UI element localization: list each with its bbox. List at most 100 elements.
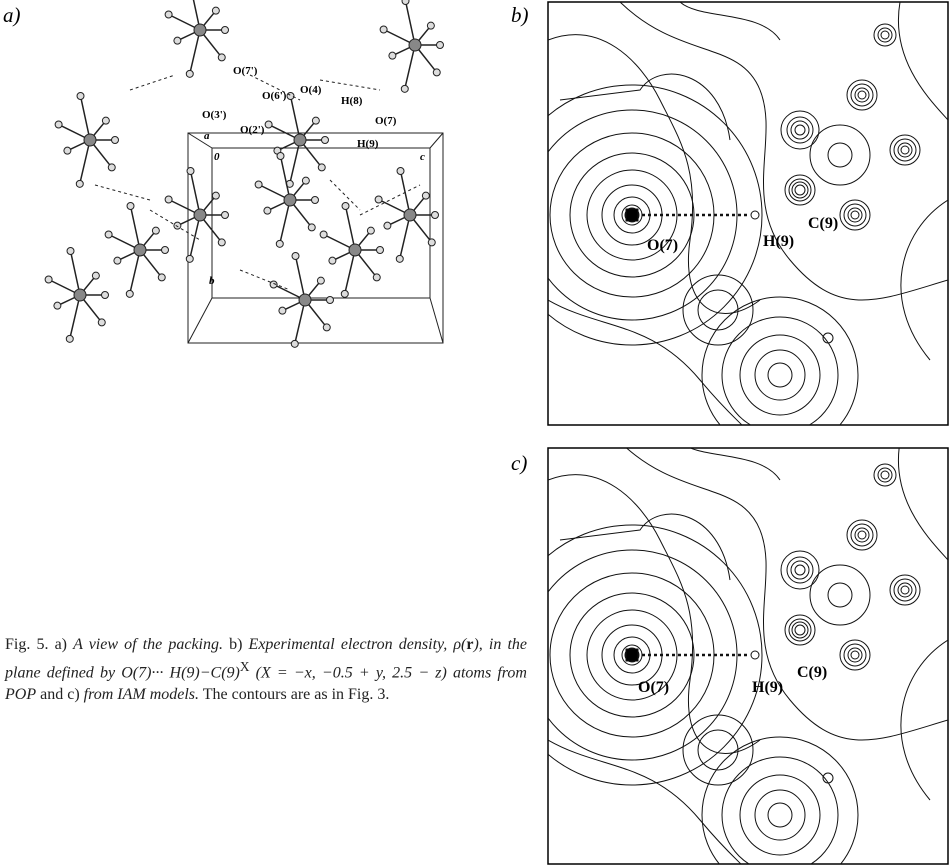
contour <box>792 622 808 638</box>
contour <box>722 757 838 865</box>
caption-part: Experimental electron density, ρ( <box>249 636 467 653</box>
contour <box>901 586 909 594</box>
atom <box>277 153 284 160</box>
contour <box>740 335 820 415</box>
bond <box>81 96 90 140</box>
contour <box>680 2 780 40</box>
atom <box>55 121 62 128</box>
panel-c-frame <box>548 448 948 864</box>
contour <box>755 790 805 840</box>
atom <box>341 290 348 297</box>
figure-art: a)b)c)O(7')O(6')O(4)H(8)O(3')O(2')O(7)H(… <box>0 0 949 865</box>
contours-b <box>502 2 948 453</box>
contour <box>768 803 792 827</box>
bond <box>296 256 305 300</box>
atom <box>218 54 225 61</box>
bond <box>191 171 200 215</box>
atom-label: O(3') <box>202 109 227 121</box>
bond <box>71 251 80 295</box>
packing-view <box>45 0 443 347</box>
metal <box>194 24 206 36</box>
axis-label: b <box>209 275 215 287</box>
atom <box>402 0 409 5</box>
contour <box>855 528 869 542</box>
atom <box>428 239 435 246</box>
bond <box>70 295 80 339</box>
atom <box>158 274 165 281</box>
axis-label: a <box>204 130 210 142</box>
contour <box>751 211 759 219</box>
contour <box>620 442 948 740</box>
contours-c <box>502 442 948 865</box>
contour <box>881 31 889 39</box>
atom <box>329 257 336 264</box>
atom <box>187 168 194 175</box>
contour <box>795 185 805 195</box>
contour <box>898 583 912 597</box>
contour <box>901 146 909 154</box>
atom <box>322 137 329 144</box>
contour <box>844 204 866 226</box>
contour <box>901 200 948 360</box>
caption: Fig. 5. a) A view of the packing. b) Exp… <box>5 634 527 706</box>
bond <box>401 171 410 215</box>
bond <box>345 250 355 294</box>
atom-label: O(4) <box>300 84 322 96</box>
contour <box>851 211 859 219</box>
atom <box>174 222 181 229</box>
bond <box>400 215 410 259</box>
contour <box>898 2 948 120</box>
bond <box>280 200 290 244</box>
atom <box>342 203 349 210</box>
contour <box>751 651 759 659</box>
atom-label: O(7) <box>638 679 669 696</box>
atom <box>255 181 262 188</box>
metal <box>404 209 416 221</box>
atom <box>264 207 271 214</box>
metal <box>74 289 86 301</box>
atom <box>67 248 74 255</box>
atom <box>54 302 61 309</box>
metal <box>409 39 421 51</box>
atom <box>291 340 298 347</box>
contour <box>858 531 866 539</box>
atom <box>126 290 133 297</box>
atom <box>377 247 384 254</box>
contour <box>755 350 805 400</box>
atom-label: O(7') <box>233 65 258 77</box>
atom <box>105 231 112 238</box>
hbond <box>240 270 290 290</box>
atom <box>312 117 319 124</box>
atom-marker <box>626 209 638 221</box>
atom <box>102 117 109 124</box>
cell-edge <box>430 298 443 343</box>
caption-part: from IAM models. <box>80 686 199 703</box>
contour <box>698 290 738 330</box>
atom <box>432 212 439 219</box>
contour <box>851 524 873 546</box>
atom <box>401 85 408 92</box>
panel-label: c) <box>511 451 527 475</box>
contour <box>768 363 792 387</box>
atom <box>292 253 299 260</box>
contour <box>848 648 862 662</box>
atom <box>218 239 225 246</box>
atom <box>323 324 330 331</box>
atom-label: C(9) <box>797 664 827 681</box>
contour <box>740 775 820 855</box>
contour <box>698 730 738 770</box>
contour <box>795 125 805 135</box>
bond <box>190 215 200 259</box>
atom-label: O(7) <box>375 115 397 127</box>
contour <box>901 640 948 800</box>
atom <box>279 307 286 314</box>
contour <box>844 644 866 666</box>
contour <box>810 565 870 625</box>
atom <box>102 292 109 299</box>
contour <box>791 121 809 139</box>
bond <box>290 140 300 184</box>
contour <box>795 625 805 635</box>
atom-label: H(9) <box>357 138 379 150</box>
atom-label: C(9) <box>808 215 838 232</box>
atom <box>66 335 73 342</box>
